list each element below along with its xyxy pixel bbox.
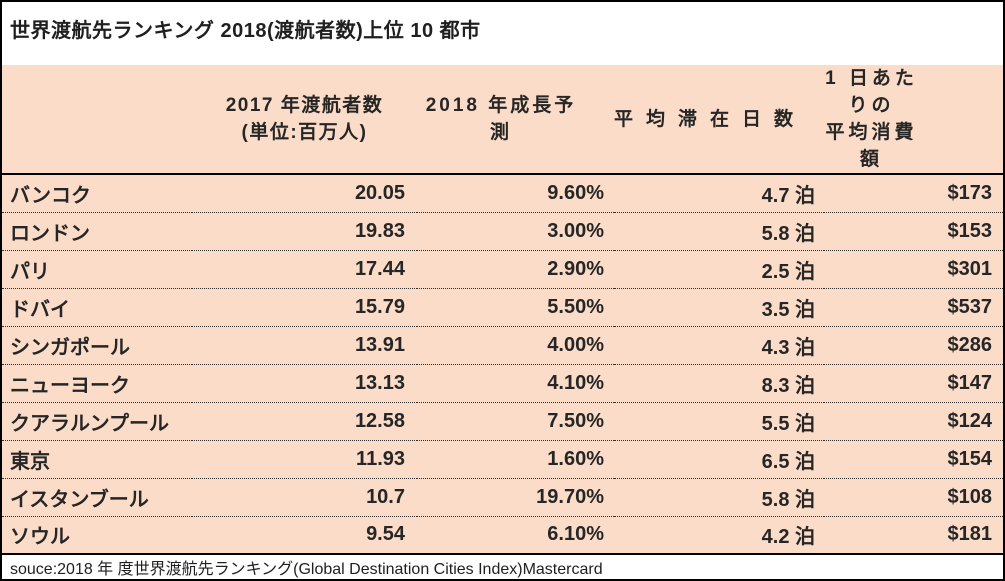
table-row: ソウル 9.54 6.10% 4.2 泊 $181 bbox=[2, 515, 1003, 555]
cell-travelers-2017: 15.79 bbox=[192, 287, 417, 326]
cell-travelers-2017: 20.05 bbox=[192, 174, 417, 212]
cell-city: イスタンブール bbox=[2, 477, 192, 516]
cell-growth-2018: 4.10% bbox=[417, 363, 614, 402]
cell-city: パリ bbox=[2, 249, 192, 288]
column-header-daily-spend: 1 日あたりの 平均消費額 bbox=[824, 65, 1003, 175]
cell-city: ロンドン bbox=[2, 211, 192, 250]
table-row: 東京 11.93 1.60% 6.5 泊 $154 bbox=[2, 439, 1003, 478]
cell-city: ニューヨーク bbox=[2, 363, 192, 402]
table-row: パリ 17.44 2.90% 2.5 泊 $301 bbox=[2, 249, 1003, 288]
cell-city: ソウル bbox=[2, 515, 192, 555]
cell-growth-2018: 5.50% bbox=[417, 287, 614, 326]
column-header-line: 平均消費額 bbox=[825, 122, 918, 170]
cell-growth-2018: 9.60% bbox=[417, 174, 614, 212]
cell-travelers-2017: 10.7 bbox=[192, 477, 417, 516]
cell-avg-stay: 5.8 泊 bbox=[614, 477, 824, 516]
header-row: 2017 年渡航者数 (単位:百万人) 2018 年成長予測 平均滞在日数 1 … bbox=[2, 65, 1003, 175]
cell-travelers-2017: 13.13 bbox=[192, 363, 417, 402]
cell-travelers-2017: 12.58 bbox=[192, 401, 417, 440]
cell-growth-2018: 6.10% bbox=[417, 515, 614, 555]
cell-avg-stay: 2.5 泊 bbox=[614, 249, 824, 288]
cell-avg-stay: 4.2 泊 bbox=[614, 515, 824, 555]
cell-travelers-2017: 17.44 bbox=[192, 249, 417, 288]
table-row: イスタンブール 10.7 19.70% 5.8 泊 $108 bbox=[2, 477, 1003, 516]
table-row: バンコク 20.05 9.60% 4.7 泊 $173 bbox=[2, 174, 1003, 212]
cell-growth-2018: 7.50% bbox=[417, 401, 614, 440]
cell-avg-stay: 8.3 泊 bbox=[614, 363, 824, 402]
column-header-growth-2018: 2018 年成長予測 bbox=[417, 65, 614, 175]
cell-growth-2018: 1.60% bbox=[417, 439, 614, 478]
cell-avg-stay: 5.5 泊 bbox=[614, 401, 824, 440]
cell-avg-stay: 4.7 泊 bbox=[614, 174, 824, 212]
cell-daily-spend: $181 bbox=[824, 515, 1003, 555]
table-row: クアラルンプール 12.58 7.50% 5.5 泊 $124 bbox=[2, 401, 1003, 440]
cell-growth-2018: 2.90% bbox=[417, 249, 614, 288]
cell-avg-stay: 3.5 泊 bbox=[614, 287, 824, 326]
cell-daily-spend: $124 bbox=[824, 401, 1003, 440]
cell-daily-spend: $301 bbox=[824, 249, 1003, 288]
cell-daily-spend: $286 bbox=[824, 325, 1003, 364]
column-header-avg-stay: 平均滞在日数 bbox=[614, 65, 824, 175]
column-header-city bbox=[2, 65, 192, 175]
cell-travelers-2017: 9.54 bbox=[192, 515, 417, 555]
table-row: ロンドン 19.83 3.00% 5.8 泊 $153 bbox=[2, 211, 1003, 250]
cell-avg-stay: 6.5 泊 bbox=[614, 439, 824, 478]
column-header-line: 2017 年渡航者数 bbox=[225, 95, 384, 116]
cell-daily-spend: $537 bbox=[824, 287, 1003, 326]
cell-daily-spend: $108 bbox=[824, 477, 1003, 516]
cell-city: クアラルンプール bbox=[2, 401, 192, 440]
cell-travelers-2017: 11.93 bbox=[192, 439, 417, 478]
cell-daily-spend: $173 bbox=[824, 174, 1003, 212]
data-table: 2017 年渡航者数 (単位:百万人) 2018 年成長予測 平均滞在日数 1 … bbox=[2, 65, 1003, 555]
table-row: シンガポール 13.91 4.00% 4.3 泊 $286 bbox=[2, 325, 1003, 364]
cell-daily-spend: $153 bbox=[824, 211, 1003, 250]
cell-growth-2018: 4.00% bbox=[417, 325, 614, 364]
table-row: ドバイ 15.79 5.50% 3.5 泊 $537 bbox=[2, 287, 1003, 326]
cell-travelers-2017: 19.83 bbox=[192, 211, 417, 250]
cell-city: 東京 bbox=[2, 439, 192, 478]
cell-city: バンコク bbox=[2, 174, 192, 212]
cell-avg-stay: 5.8 泊 bbox=[614, 211, 824, 250]
cell-travelers-2017: 13.91 bbox=[192, 325, 417, 364]
cell-growth-2018: 3.00% bbox=[417, 211, 614, 250]
cell-growth-2018: 19.70% bbox=[417, 477, 614, 516]
cell-city: ドバイ bbox=[2, 287, 192, 326]
column-header-line: 1 日あたりの bbox=[825, 68, 918, 116]
column-header-travelers-2017: 2017 年渡航者数 (単位:百万人) bbox=[192, 65, 417, 175]
cell-avg-stay: 4.3 泊 bbox=[614, 325, 824, 364]
cell-city: シンガポール bbox=[2, 325, 192, 364]
page-title: 世界渡航先ランキング 2018(渡航者数)上位 10 都市 bbox=[10, 20, 481, 42]
cell-daily-spend: $147 bbox=[824, 363, 1003, 402]
table-row: ニューヨーク 13.13 4.10% 8.3 泊 $147 bbox=[2, 363, 1003, 402]
cell-daily-spend: $154 bbox=[824, 439, 1003, 478]
column-header-line: (単位:百万人) bbox=[241, 122, 368, 143]
source-note: souce:2018 年 度世界渡航先ランキング(Global Destinat… bbox=[2, 555, 1003, 579]
